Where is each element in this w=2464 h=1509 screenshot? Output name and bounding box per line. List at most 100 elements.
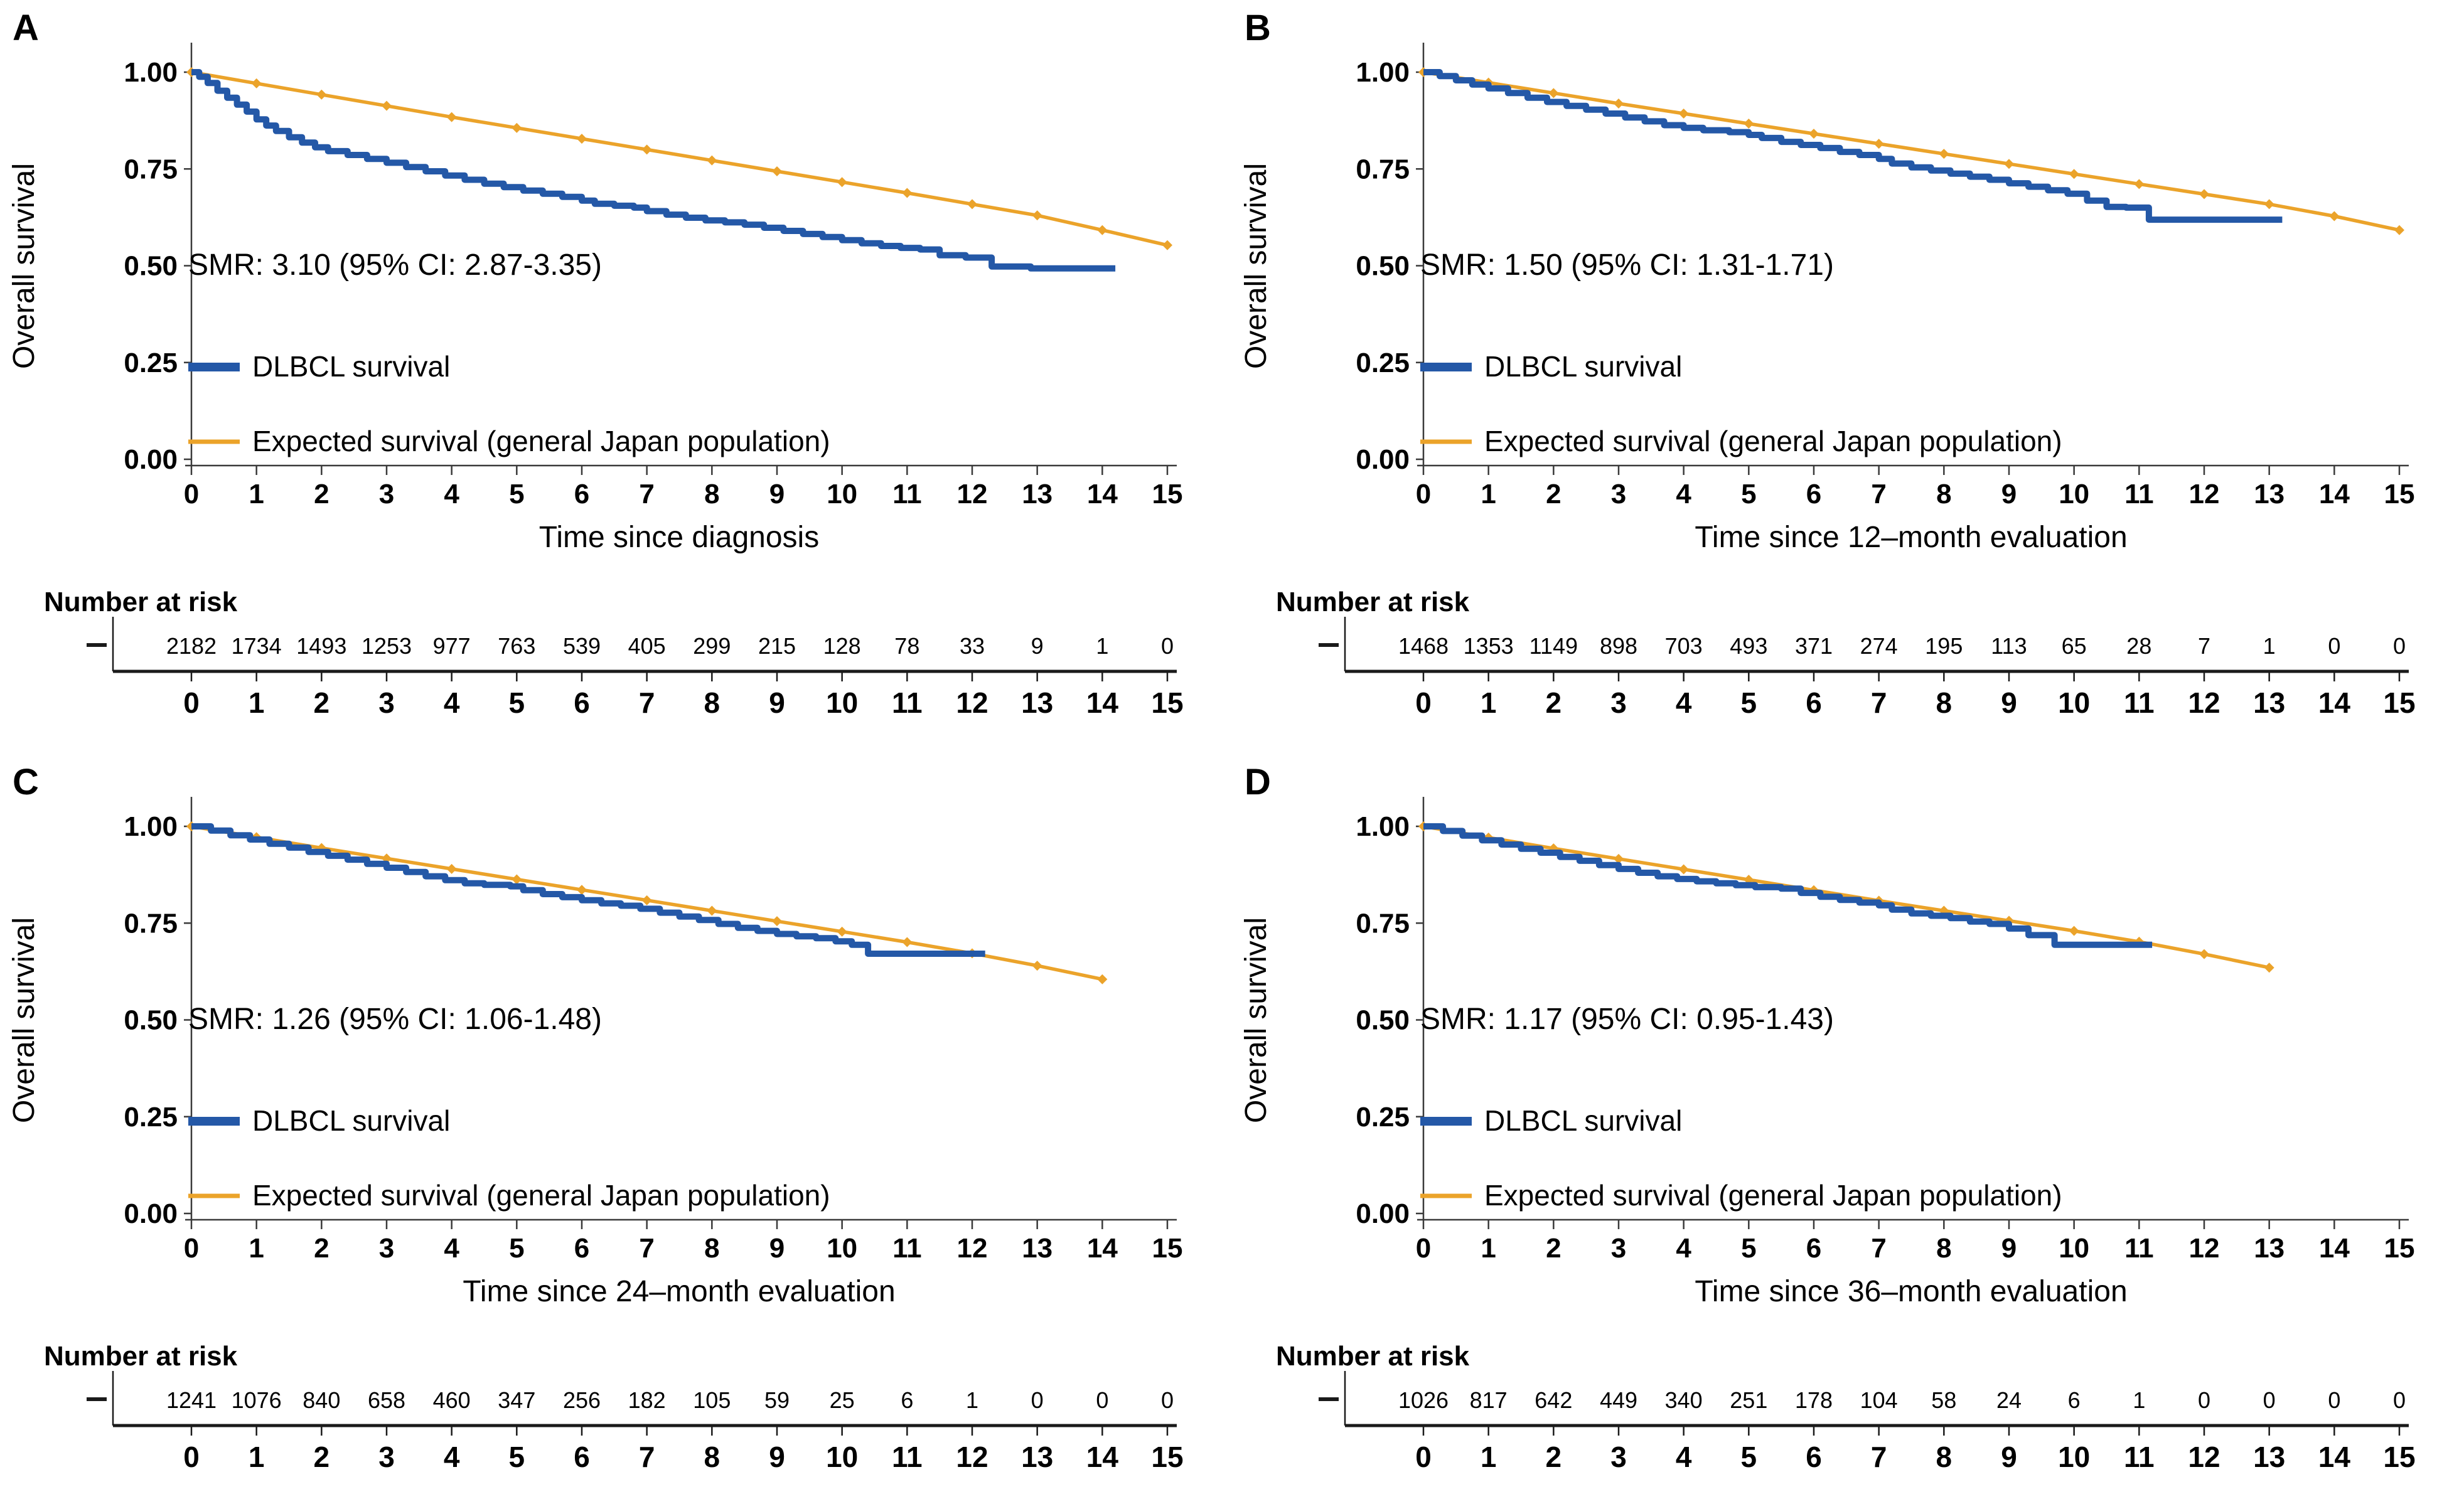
- x-tick-label: 2: [1546, 1233, 1561, 1264]
- risk-x-tick-label: 1: [249, 1441, 265, 1473]
- y-tick-label: 1.00: [124, 57, 178, 88]
- risk-count: 25: [830, 1387, 855, 1413]
- x-tick-label: 3: [379, 1233, 394, 1264]
- expected-marker: [2199, 189, 2209, 200]
- risk-count: 7: [2198, 633, 2210, 659]
- risk-x-tick-label: 1: [1481, 686, 1497, 719]
- y-tick-label: 0.75: [124, 154, 178, 184]
- panel-d: D Overall survival 1.00 0.75 0.50 0.25 0.00 0…: [1232, 754, 2464, 1508]
- x-tick-label: 13: [1022, 479, 1053, 509]
- expected-marker: [1097, 225, 1108, 235]
- risk-count: 449: [1600, 1387, 1637, 1413]
- expected-survival-curve: [191, 70, 1168, 247]
- x-tick-label: 15: [1152, 479, 1183, 509]
- expected-marker: [1162, 240, 1172, 250]
- x-tick-label: 10: [827, 479, 857, 509]
- risk-count: 0: [1096, 1387, 1108, 1413]
- risk-x-tick-label: 3: [378, 1441, 395, 1473]
- risk-x-tick-label: 15: [1151, 686, 1183, 719]
- x-tick-label: 10: [2059, 479, 2089, 509]
- risk-count: 9: [1031, 633, 1044, 659]
- risk-x-tick-label: 10: [826, 1441, 858, 1473]
- risk-count: 28: [2126, 633, 2151, 659]
- y-tick-label: 0.25: [124, 1102, 178, 1133]
- expected-marker: [1097, 974, 1108, 984]
- x-tick-label: 14: [1087, 1233, 1118, 1264]
- legend-label-expected: Expected survival (general Japan populat…: [1484, 1179, 2062, 1212]
- y-tick-label: 0.50: [124, 1005, 178, 1036]
- risk-count: 763: [498, 633, 535, 659]
- risk-x-tick-label: 2: [314, 686, 330, 719]
- risk-count: 78: [894, 633, 919, 659]
- y-tick-label: 0.00: [1356, 444, 1410, 475]
- expected-marker: [2394, 225, 2404, 235]
- x-tick-label: 10: [827, 1233, 857, 1264]
- risk-count: 840: [303, 1387, 340, 1413]
- panel-d-plot: D Overall survival 1.000.750.500.250.000…: [1240, 762, 2416, 1473]
- expected-marker: [1744, 119, 1754, 129]
- risk-count: 33: [960, 633, 985, 659]
- x-tick-label: 5: [1741, 479, 1756, 509]
- risk-table-header: Number at risk: [44, 1341, 238, 1372]
- expected-marker: [2134, 179, 2145, 189]
- risk-x-tick-label: 1: [249, 686, 265, 719]
- risk-x-tick-label: 9: [2001, 686, 2017, 719]
- risk-count: 1026: [1398, 1387, 1449, 1413]
- x-tick-label: 1: [249, 1233, 264, 1264]
- risk-count: 1: [2133, 1387, 2145, 1413]
- legend: DLBCL survival Expected survival (genera…: [188, 1104, 830, 1212]
- panel-a: A Overall survival 1.00 0.75 0.50 0.25 0.00 0…: [0, 0, 1232, 754]
- risk-count: 460: [433, 1387, 471, 1413]
- risk-count: 6: [2068, 1387, 2081, 1413]
- expected-marker: [577, 885, 587, 895]
- y-tick-label: 1.00: [1356, 811, 1410, 842]
- plot-area: 1.000.750.500.250.000 1 2 3 4 5 6 7 8 9 10 11 12 13 14…: [124, 43, 1182, 509]
- x-tick-label: 7: [1871, 1233, 1886, 1264]
- dlbcl-survival-curve: [1423, 69, 2283, 223]
- smr-annotation: SMR: 1.26 (95% CI: 1.06-1.48): [188, 1003, 602, 1036]
- expected-marker: [382, 100, 392, 111]
- expected-survival-curve: [1423, 824, 2270, 969]
- expected-marker: [967, 199, 977, 210]
- risk-count: 0: [2328, 1387, 2340, 1413]
- x-tick-label: 0: [184, 1233, 199, 1264]
- risk-count: 1149: [1529, 633, 1578, 659]
- legend: DLBCL survival Expected survival (genera…: [1420, 1104, 2062, 1212]
- risk-x-tick-label: 14: [1086, 1441, 1119, 1473]
- risk-count: 0: [2393, 633, 2406, 659]
- risk-count: 65: [2062, 633, 2087, 659]
- smr-annotation: SMR: 1.50 (95% CI: 1.31-1.71): [1420, 248, 1834, 282]
- risk-count: 0: [2198, 1387, 2210, 1413]
- risk-count: 256: [563, 1387, 601, 1413]
- risk-x-tick-label: 0: [183, 1441, 200, 1473]
- risk-count: 539: [563, 633, 601, 659]
- risk-x-tick-label: 11: [2124, 1441, 2155, 1473]
- x-tick-label: 7: [1871, 479, 1886, 509]
- expected-marker: [1678, 864, 1689, 875]
- y-tick-label: 0.75: [1356, 908, 1410, 939]
- expected-marker: [251, 78, 262, 88]
- risk-count: 59: [764, 1387, 790, 1413]
- risk-x-tick-label: 15: [2383, 1441, 2415, 1473]
- legend-label-expected: Expected survival (general Japan populat…: [252, 1179, 830, 1212]
- panel-b-plot: B Overall survival 1.000.750.500.250.000…: [1240, 8, 2416, 719]
- expected-marker: [1873, 139, 1884, 149]
- risk-x-tick-label: 7: [639, 1441, 655, 1473]
- expected-marker: [641, 895, 652, 905]
- expected-marker: [837, 177, 847, 188]
- risk-count: 0: [1161, 1387, 1174, 1413]
- expected-marker: [512, 874, 522, 885]
- y-tick-label: 0.50: [1356, 251, 1410, 282]
- expected-marker: [512, 122, 522, 133]
- risk-x-tick-label: 9: [2001, 1441, 2017, 1473]
- expected-marker: [2199, 949, 2209, 959]
- risk-count: 1076: [232, 1387, 282, 1413]
- risk-x-tick-label: 14: [1086, 686, 1119, 719]
- x-tick-label: 14: [1087, 479, 1118, 509]
- x-tick-label: 0: [1416, 479, 1431, 509]
- risk-table-header: Number at risk: [1276, 1341, 1470, 1372]
- x-tick-label: 15: [1152, 1233, 1183, 1264]
- x-tick-label: 11: [892, 1233, 922, 1264]
- risk-x-tick-label: 7: [1871, 1441, 1887, 1473]
- expected-marker: [1614, 853, 1624, 864]
